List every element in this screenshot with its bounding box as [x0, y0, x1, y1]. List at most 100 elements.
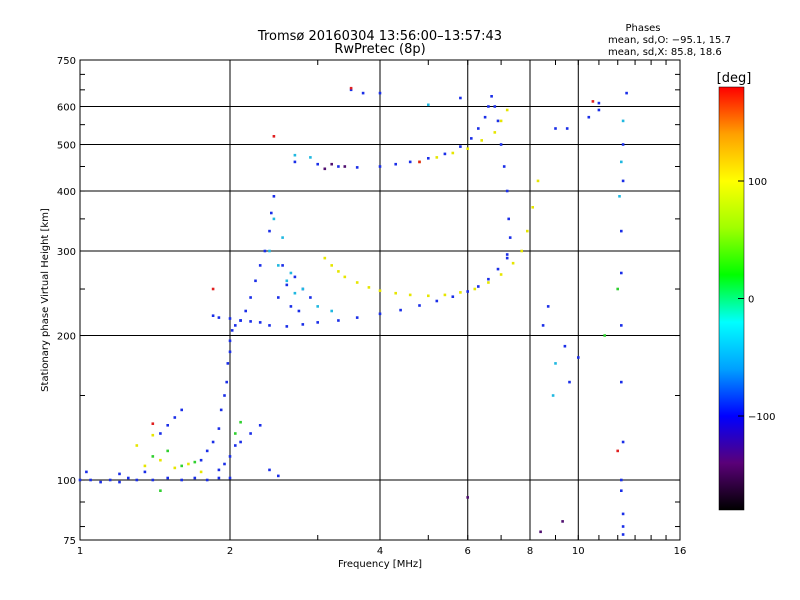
- data-point: [180, 464, 183, 468]
- data-point: [166, 476, 169, 480]
- data-point: [268, 324, 271, 327]
- data-point: [159, 458, 162, 462]
- data-point: [531, 206, 534, 209]
- data-point: [268, 468, 271, 472]
- data-point: [234, 444, 237, 447]
- data-point: [343, 275, 347, 279]
- y-tick-label: 500: [57, 141, 76, 152]
- data-point: [211, 314, 215, 317]
- data-point: [258, 264, 262, 267]
- data-point: [270, 211, 273, 215]
- data-point: [505, 108, 509, 112]
- data-point: [249, 320, 252, 323]
- data-point: [511, 261, 515, 265]
- data-point: [118, 480, 121, 484]
- colorbar-ticks: 100 0 −100: [738, 177, 775, 423]
- colorbar-label: [deg]: [717, 71, 752, 86]
- y-tick-label: 300: [57, 247, 76, 258]
- data-point: [199, 470, 203, 474]
- data-point: [483, 115, 487, 119]
- data-point: [620, 271, 623, 275]
- data-point: [297, 309, 301, 313]
- data-point: [459, 291, 462, 294]
- data-point: [554, 362, 557, 365]
- data-point: [277, 296, 280, 299]
- data-point: [173, 466, 177, 470]
- data-point: [316, 162, 319, 166]
- data-point: [349, 86, 353, 90]
- colorbar-tick-label: 100: [748, 177, 767, 188]
- data-point: [505, 253, 509, 256]
- data-point: [254, 279, 257, 283]
- data-point: [99, 480, 102, 484]
- data-point: [508, 236, 512, 239]
- data-point: [272, 135, 276, 138]
- data-point: [487, 105, 490, 108]
- data-point: [309, 296, 312, 299]
- data-point: [330, 162, 333, 166]
- data-point: [281, 236, 284, 239]
- data-point: [502, 165, 506, 168]
- x-tick-label: 1: [77, 546, 83, 557]
- data-point: [470, 137, 473, 140]
- data-point: [239, 440, 242, 444]
- data-point: [361, 91, 365, 95]
- x-tick-label: 4: [377, 546, 383, 557]
- y-tick-label: 400: [57, 187, 76, 198]
- chart-subtitle: RwPretec (8p): [334, 42, 425, 57]
- data-point: [143, 470, 147, 474]
- data-point: [239, 319, 242, 322]
- data-point: [507, 217, 510, 221]
- data-point: [435, 156, 439, 159]
- data-point: [349, 88, 353, 92]
- data-point: [228, 476, 232, 480]
- data-point: [244, 309, 247, 313]
- data-point: [443, 293, 447, 297]
- data-point: [234, 432, 237, 435]
- data-point: [205, 449, 209, 453]
- data-point: [293, 153, 297, 157]
- data-point: [490, 95, 493, 98]
- data-point: [277, 264, 280, 267]
- data-point: [536, 179, 540, 183]
- data-point: [151, 478, 155, 482]
- data-point: [239, 420, 242, 424]
- data-point: [577, 356, 580, 359]
- data-point: [587, 115, 591, 119]
- data-point: [499, 119, 503, 123]
- data-point: [451, 295, 455, 298]
- data-point: [166, 424, 169, 427]
- data-point: [451, 151, 455, 155]
- data-point: [563, 344, 567, 348]
- data-point: [316, 321, 319, 324]
- data-point: [217, 316, 221, 319]
- data-point: [316, 305, 319, 308]
- data-point: [293, 291, 297, 295]
- data-point: [193, 460, 197, 464]
- data-point: [211, 287, 215, 291]
- data-point: [234, 324, 237, 327]
- data-point: [151, 455, 155, 458]
- data-point: [330, 264, 333, 267]
- data-point: [230, 329, 234, 332]
- data-point: [272, 195, 276, 198]
- data-point: [217, 476, 221, 480]
- data-point: [621, 525, 625, 528]
- data-point: [620, 478, 623, 482]
- data-point: [268, 249, 271, 253]
- data-point: [301, 323, 305, 326]
- data-point: [427, 294, 430, 298]
- data-point: [505, 256, 509, 260]
- data-point: [228, 317, 232, 320]
- data-point: [199, 458, 203, 462]
- data-point: [343, 165, 347, 168]
- data-point: [473, 287, 477, 291]
- data-point: [135, 444, 139, 447]
- data-point: [620, 489, 623, 492]
- data-point: [289, 305, 293, 308]
- data-point: [277, 474, 280, 478]
- data-point: [226, 362, 230, 365]
- data-point: [217, 468, 221, 472]
- stats-line-x: mean, sd,X: 85.8, 18.6: [608, 47, 722, 58]
